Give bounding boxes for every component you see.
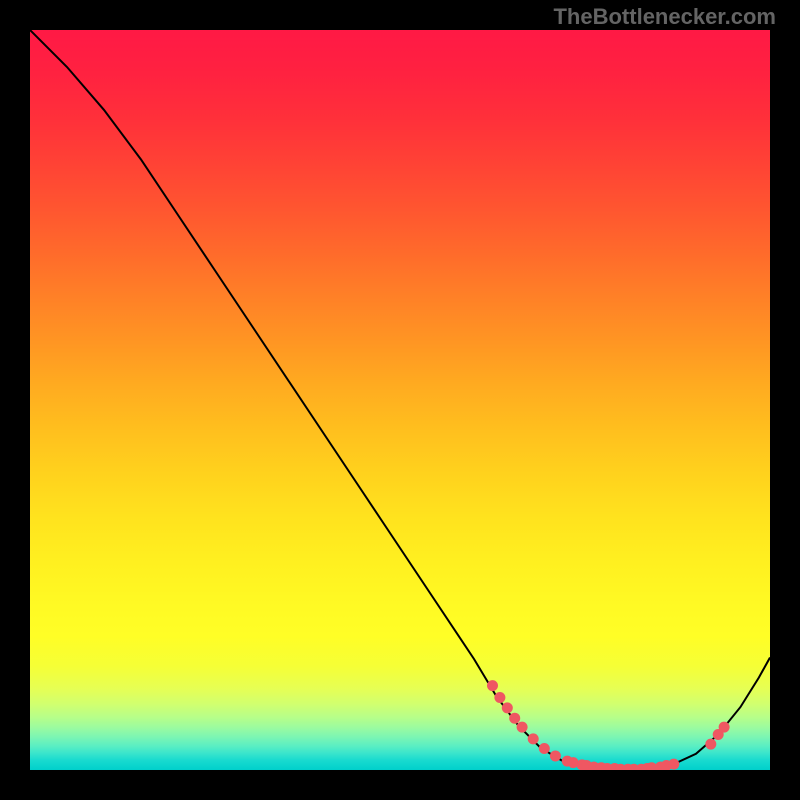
data-marker [517,722,528,733]
data-marker [487,680,498,691]
chart-container: TheBottlenecker.com [0,0,800,800]
data-marker [705,739,716,750]
chart-svg [30,30,770,770]
data-marker [719,722,730,733]
data-marker [509,713,520,724]
data-marker [502,702,513,713]
data-marker [550,750,561,761]
watermark-text: TheBottlenecker.com [553,4,776,30]
data-marker [494,692,505,703]
bottleneck-curve [30,30,770,770]
plot-area [30,30,770,770]
data-marker [539,743,550,754]
data-marker [528,733,539,744]
data-marker [668,759,679,770]
